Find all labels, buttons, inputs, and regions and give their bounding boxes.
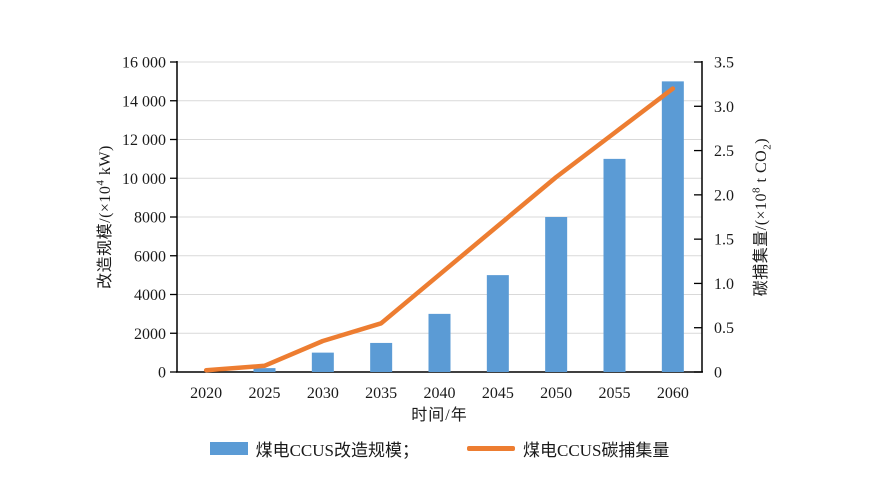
x-axis-title: 时间/年	[411, 407, 468, 424]
right-axis-title: 碳捕集量/(×108 t CO2)	[716, 62, 804, 372]
legend-label: 煤电CCUS改造规模；	[255, 441, 419, 460]
legend-label: 煤电CCUS碳捕集量	[523, 441, 670, 460]
chart-legend: 煤电CCUS改造规模； 煤电CCUS碳捕集量	[0, 436, 879, 461]
bar-2030	[311, 352, 334, 372]
bar-2025	[253, 368, 276, 372]
left-axis-title-text: 改造规模/(×104 kW)	[94, 145, 114, 289]
right-axis-tick-label: 3.5	[714, 55, 734, 72]
right-axis-title-text: 碳捕集量/(×108 t CO2)	[750, 137, 774, 297]
left-axis-tick-label: 4000	[134, 287, 166, 304]
x-axis-tick-label: 2045	[482, 385, 514, 402]
legend-line-swatch	[467, 446, 515, 451]
x-axis-tick-label: 2030	[307, 385, 339, 402]
capture-amount-line	[203, 86, 676, 373]
bar-2060	[661, 81, 684, 372]
x-axis-tick-label: 2050	[540, 385, 572, 402]
bar-2055	[603, 158, 626, 372]
legend-item-carbon-capture: 煤电CCUS碳捕集量	[467, 436, 669, 461]
bar-2040	[428, 313, 451, 372]
left-axis-tick-label: 6000	[134, 248, 166, 265]
x-axis-tick-label: 2055	[599, 385, 631, 402]
right-axis-tick-label: 3.0	[714, 99, 734, 116]
x-axis-tick-label: 2020	[190, 385, 222, 402]
x-axis-tick-label: 2035	[365, 385, 397, 402]
left-axis-tick-label: 16 000	[122, 55, 166, 72]
right-axis-tick-label: 1.5	[714, 232, 734, 249]
x-axis-tick-label: 2040	[424, 385, 456, 402]
right-axis-tick-label: 2.5	[714, 143, 734, 160]
bar-2050	[545, 217, 568, 372]
left-axis-tick-label: 10 000	[122, 171, 166, 188]
left-axis-tick-label: 8000	[134, 210, 166, 227]
legend-bar-swatch	[209, 442, 248, 455]
bar-2035	[370, 342, 393, 372]
x-axis-tick-label: 2025	[249, 385, 281, 402]
x-axis-tick-label: 2060	[657, 385, 689, 402]
left-axis-title: 改造规模/(×104 kW)	[28, 62, 178, 372]
left-axis-tick-label: 12 000	[122, 132, 166, 149]
right-axis-tick-label: 0	[714, 365, 722, 382]
left-axis-tick-label: 0	[158, 365, 166, 382]
left-axis-tick-label: 14 000	[122, 93, 166, 110]
bar-2045	[486, 275, 509, 372]
right-axis-tick-label: 2.0	[714, 187, 734, 204]
right-axis-tick-label: 0.5	[714, 320, 734, 337]
right-axis-tick-label: 1.0	[714, 276, 734, 293]
left-axis-tick-label: 2000	[134, 326, 166, 343]
legend-item-retrofit-scale: 煤电CCUS改造规模；	[209, 436, 419, 461]
